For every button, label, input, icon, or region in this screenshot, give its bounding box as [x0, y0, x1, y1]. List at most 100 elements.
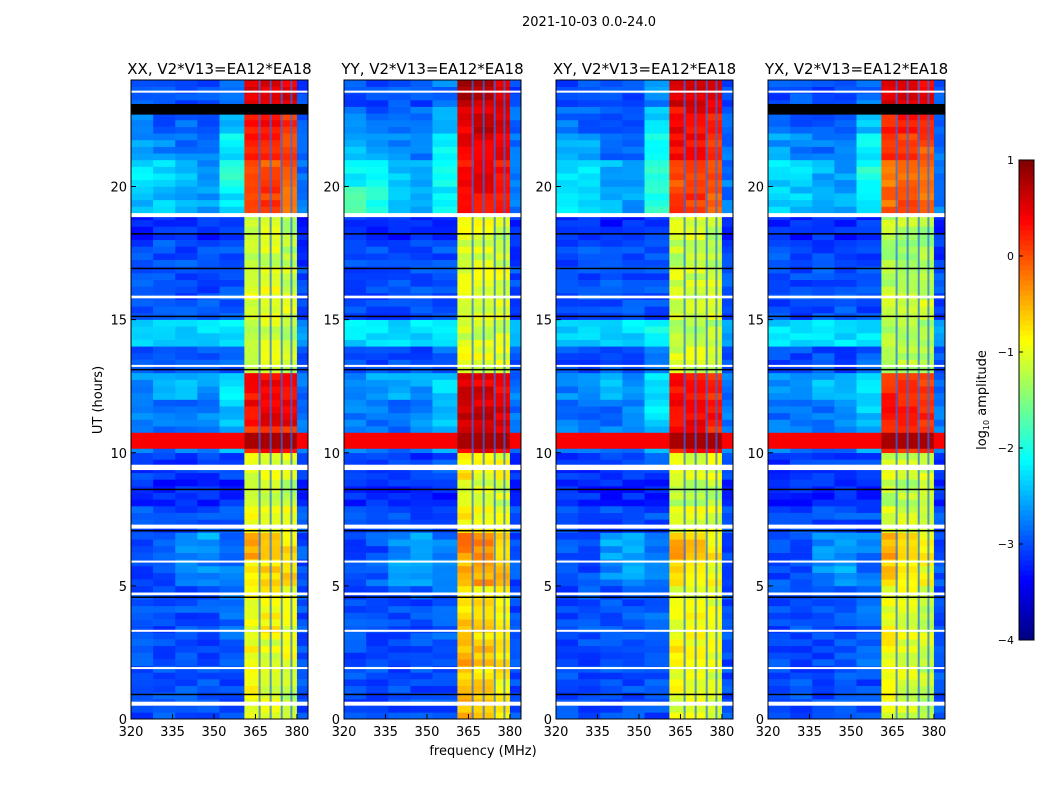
heatmap-cell [790, 406, 813, 414]
heatmap-cell [790, 326, 813, 334]
heatmap-cell [669, 266, 687, 274]
heatmap-cell [705, 273, 723, 280]
heatmap-cell [622, 499, 645, 507]
heatmap-cell [493, 226, 511, 234]
heatmap-cell [705, 426, 723, 434]
heatmap-cell [933, 552, 946, 560]
heatmap-cell [705, 386, 723, 394]
heatmap-cell [644, 559, 670, 567]
heatmap-cell [856, 153, 882, 161]
heatmap-cell [644, 665, 670, 673]
heatmap-cell [669, 246, 687, 254]
x-tick-label: 380 [498, 725, 523, 740]
heatmap-cell [457, 359, 475, 367]
y-tick-label: 20 [535, 181, 552, 196]
heatmap-cell [881, 712, 899, 720]
heatmap-cell [768, 512, 791, 520]
heatmap-cell [917, 133, 935, 141]
heatmap-cell [600, 113, 623, 121]
heatmap-cell [493, 166, 511, 174]
heatmap-cell [131, 426, 154, 434]
heatmap-cell [153, 299, 176, 307]
heatmap-cell [721, 146, 734, 154]
heatmap-cell [917, 592, 935, 600]
heatmap-cell [131, 532, 154, 540]
heatmap-cell [410, 605, 433, 613]
heatmap-cell [768, 559, 791, 567]
heatmap-cell [509, 372, 522, 380]
heatmap-cell [622, 506, 645, 513]
heatmap-cell [219, 545, 245, 553]
heatmap-cell [410, 139, 433, 147]
heatmap-cell [856, 459, 882, 467]
zero-row [556, 233, 733, 235]
heatmap-cell [344, 672, 367, 680]
colorbar-frame [1018, 159, 1035, 641]
heatmap-cell [917, 585, 935, 593]
heatmap-cell [366, 512, 389, 520]
colorbar-segment [1019, 260, 1034, 266]
flagged-row [768, 295, 945, 299]
heatmap-cell [432, 625, 458, 633]
heatmap-cell [721, 339, 734, 347]
heatmap-cell [219, 386, 245, 394]
heatmap-cell [856, 126, 882, 134]
heatmap-cell [768, 519, 791, 527]
colorbar-segment [1019, 215, 1034, 221]
heatmap-cell [493, 539, 511, 547]
heatmap-cell [244, 599, 262, 607]
heatmap-cell [175, 332, 198, 340]
heatmap-cell [366, 139, 389, 147]
heatmap-cell [578, 126, 601, 134]
colorbar-segment [1019, 375, 1034, 381]
heatmap-cell [556, 173, 579, 181]
heatmap-cell [280, 459, 298, 467]
heatmap-cell [556, 386, 579, 394]
heatmap-cell [175, 186, 198, 194]
heatmap-cell [881, 552, 899, 560]
heatmap-cell [432, 179, 458, 187]
heatmap-cell [705, 359, 723, 367]
heatmap-cell [578, 352, 601, 360]
heatmap-cell [197, 113, 220, 121]
colorbar-segment [1019, 590, 1034, 596]
heatmap-cell [917, 379, 935, 387]
heatmap-cell [669, 299, 687, 307]
zero-row [131, 233, 308, 235]
heatmap-cell [366, 579, 389, 587]
heatmap-cell [705, 659, 723, 667]
flagged-row [768, 667, 945, 670]
heatmap-cell [153, 226, 176, 234]
flagged-row [131, 213, 308, 218]
heatmap-cell [600, 705, 623, 713]
heatmap-cell [578, 113, 601, 121]
heatmap-cell [410, 286, 433, 294]
heatmap-cell [388, 679, 411, 687]
heatmap-cell [457, 219, 475, 227]
heatmap-cell [410, 226, 433, 234]
heatmap-cell [556, 266, 579, 274]
heatmap-cell [790, 126, 813, 134]
heatmap-cell [296, 679, 309, 687]
heatmap-cell [175, 406, 198, 414]
flagged-row [768, 524, 945, 529]
heatmap-cell [244, 246, 262, 254]
heatmap-cell [493, 552, 511, 560]
heatmap-cell [509, 472, 522, 480]
heatmap-cell [705, 332, 723, 340]
heatmap-cell [280, 605, 298, 613]
heatmap-cell [705, 506, 723, 513]
heatmap-cell [721, 173, 734, 181]
heatmap-cell [600, 253, 623, 261]
heatmap-cell [644, 506, 670, 513]
heatmap-cell [153, 193, 176, 201]
heatmap-cell [153, 259, 176, 267]
heatmap-cell [578, 193, 601, 201]
flagged-row [344, 560, 521, 563]
heatmap-cell [881, 346, 899, 354]
heatmap-cell [244, 412, 262, 420]
heatmap-cell [344, 379, 367, 387]
flagged-row [344, 524, 521, 529]
heatmap-cell [933, 193, 946, 201]
heatmap-cell [644, 286, 670, 294]
